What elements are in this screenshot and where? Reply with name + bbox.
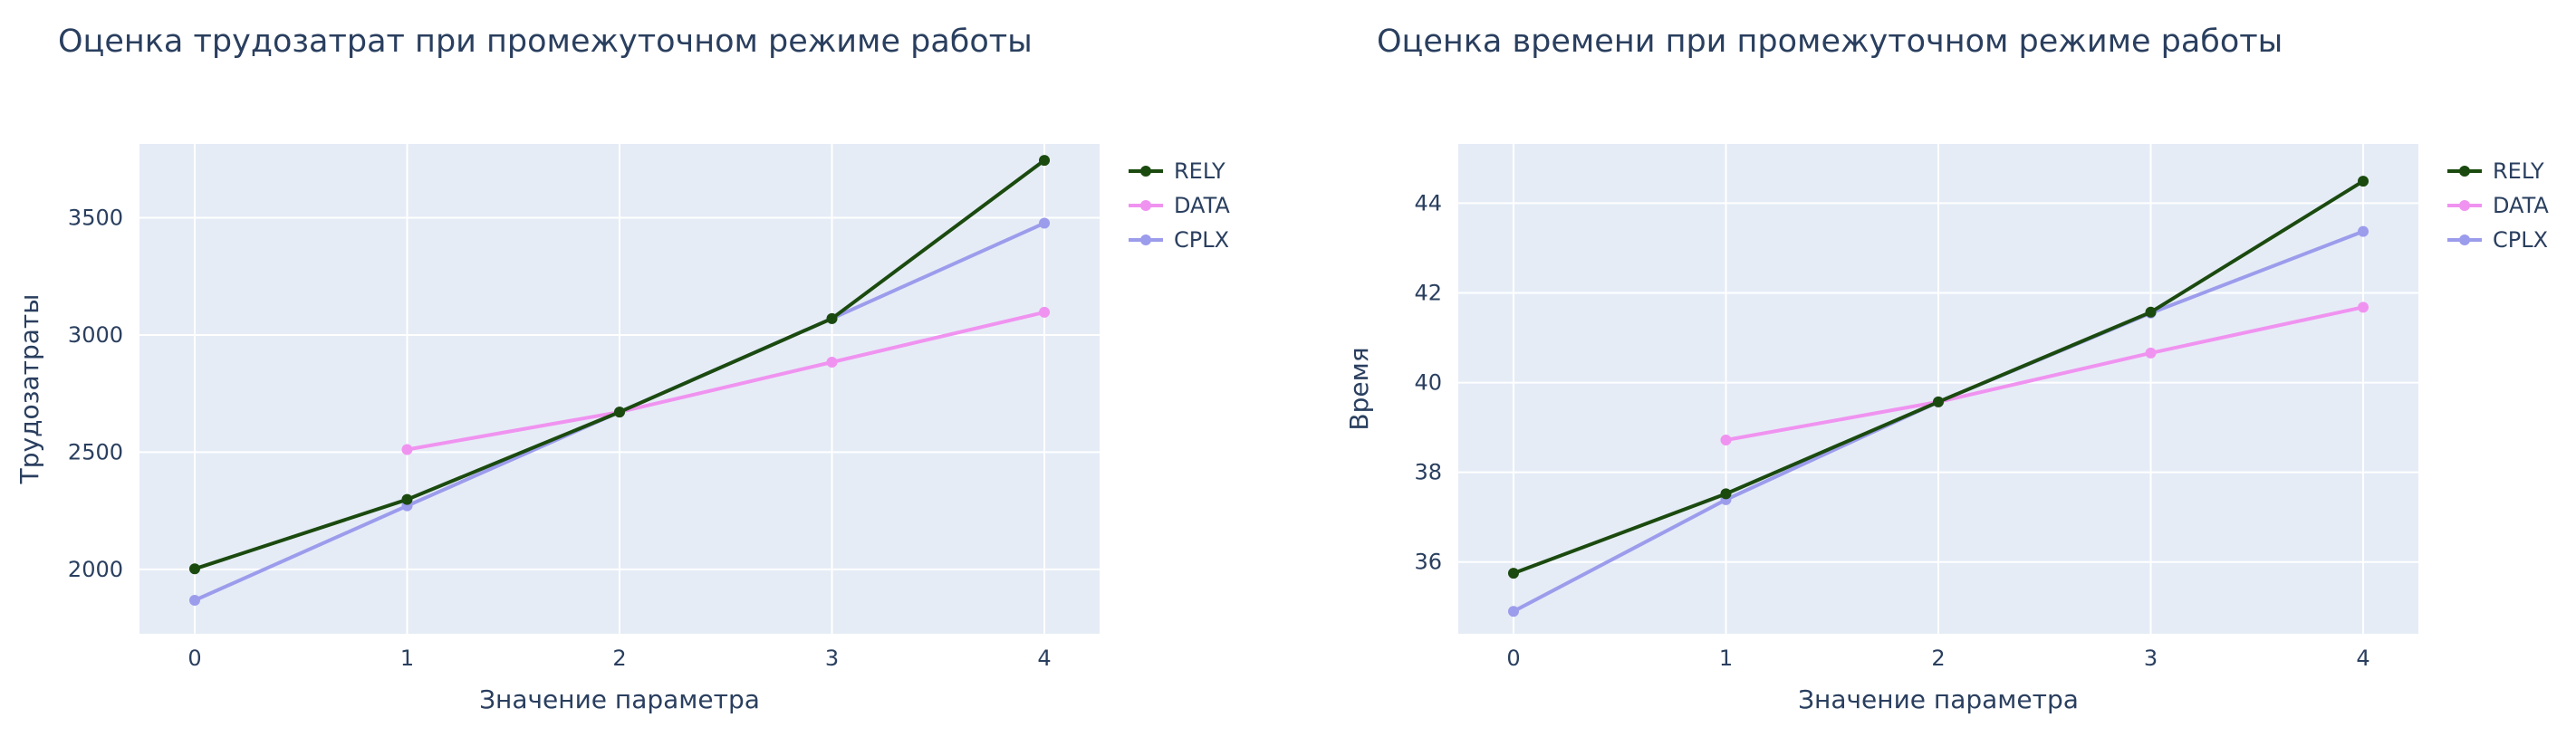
- legend-marker: [2459, 200, 2470, 211]
- legend-marker: [2459, 166, 2470, 177]
- data-point-rely: [1507, 568, 1519, 579]
- x-tick-label: 0: [1506, 646, 1520, 671]
- data-point-rely: [2358, 176, 2369, 187]
- data-point-data: [401, 444, 413, 455]
- x-axis-title: Значение параметра: [479, 684, 760, 714]
- chart-labor: Оценка трудозатрат при промежуточном реж…: [14, 24, 1230, 714]
- data-point-data: [1039, 306, 1051, 318]
- chart-svg: 0 1 2 3 4 2000 2500 3000 3500 Значение параметра Т…: [14, 144, 1230, 714]
- y-tick-label: 3500: [68, 206, 123, 231]
- legend-marker: [1140, 166, 1151, 177]
- data-point-rely: [188, 563, 200, 575]
- legend-marker: [2459, 234, 2470, 245]
- x-tick-label: 4: [1037, 646, 1051, 671]
- data-point-rely: [614, 407, 625, 418]
- x-tick-label: 1: [400, 646, 414, 671]
- y-tick-label: 44: [1414, 190, 1442, 215]
- x-tick-label: 3: [2144, 646, 2158, 671]
- chart-title: Оценка времени при промежуточном режиме …: [1377, 24, 2283, 60]
- data-point-cplx: [2358, 225, 2369, 237]
- data-point-data: [2358, 302, 2369, 313]
- data-point-data: [1720, 434, 1732, 445]
- legend-marker: [1140, 234, 1151, 245]
- chart-time: Оценка времени при промежуточном режиме …: [1319, 0, 2576, 737]
- data-point-rely: [1720, 488, 1732, 500]
- x-tick-label: 2: [612, 646, 626, 671]
- legend-label: CPLX: [1174, 227, 1229, 253]
- data-point-rely: [1933, 396, 1944, 407]
- legend-label: RELY: [2493, 158, 2544, 184]
- legend-label: DATA: [1174, 193, 1230, 218]
- data-point-rely: [826, 312, 838, 324]
- x-tick-label: 3: [825, 646, 839, 671]
- y-tick-label: 38: [1414, 460, 1442, 485]
- legend-item-rely[interactable]: RELY: [1129, 158, 1226, 184]
- legend-marker: [1140, 200, 1151, 211]
- series-line-data: [1725, 305, 2364, 442]
- y-tick-label: 2000: [68, 557, 123, 582]
- y-axis-title: Трудозатраты: [14, 294, 44, 485]
- legend-item-data[interactable]: DATA: [1129, 193, 1230, 218]
- x-tick-label: 2: [1931, 646, 1945, 671]
- chart-title: Оценка трудозатрат при промежуточном реж…: [58, 24, 1033, 60]
- y-tick-label: 2500: [68, 439, 123, 464]
- legend-item-cplx[interactable]: CPLX: [2447, 227, 2548, 253]
- legend-item-rely[interactable]: RELY: [2447, 158, 2544, 184]
- data-point-rely: [1039, 155, 1051, 167]
- x-tick-label: 1: [1719, 646, 1733, 671]
- y-axis-title: Время: [1344, 347, 1374, 430]
- legend-item-cplx[interactable]: CPLX: [1129, 227, 1229, 253]
- data-point-cplx: [1507, 606, 1519, 617]
- x-tick-label: 0: [187, 646, 201, 671]
- data-point-rely: [2145, 306, 2157, 318]
- legend-label: DATA: [2493, 193, 2549, 218]
- legend-item-data[interactable]: DATA: [2447, 193, 2549, 218]
- data-point-cplx: [188, 594, 200, 606]
- data-point-data: [826, 356, 838, 368]
- y-tick-label: 42: [1414, 280, 1442, 305]
- x-axis-title: Значение параметра: [1798, 684, 2079, 714]
- y-tick-label: 3000: [68, 322, 123, 348]
- y-tick-label: 40: [1414, 370, 1442, 396]
- x-tick-label: 4: [2356, 646, 2369, 671]
- legend-label: CPLX: [2493, 227, 2548, 253]
- data-point-rely: [401, 493, 413, 505]
- series-line-data: [407, 310, 1045, 452]
- legend-label: RELY: [1174, 158, 1226, 184]
- data-point-cplx: [1039, 217, 1051, 229]
- data-point-data: [2145, 347, 2157, 359]
- y-tick-label: 36: [1414, 550, 1442, 575]
